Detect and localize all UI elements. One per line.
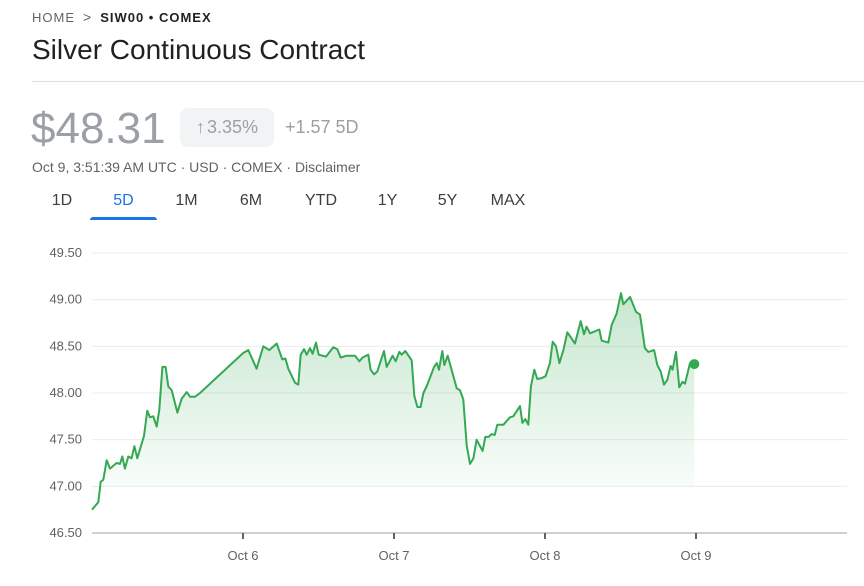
x-tick-label: Oct 8	[529, 548, 560, 563]
tab-5y[interactable]: 5Y	[437, 192, 458, 209]
x-tick-label: Oct 7	[378, 548, 409, 563]
breadcrumb-current: SIW00 • COMEX	[100, 9, 212, 25]
page-title: Silver Continuous Contract	[32, 34, 366, 65]
y-tick-label: 48.50	[49, 338, 82, 353]
last-price-marker	[689, 359, 700, 370]
range-tabs: 1D 5D 1M 6M YTD 1Y 5Y MAX	[32, 192, 538, 220]
y-tick-label: 46.50	[49, 525, 82, 540]
price-line	[91, 292, 695, 511]
tab-1y[interactable]: 1Y	[377, 192, 398, 209]
divider	[32, 81, 864, 82]
tab-5d[interactable]: 5D	[90, 192, 157, 220]
x-tick-label: Oct 6	[227, 548, 258, 563]
y-tick-label: 47.50	[49, 432, 82, 447]
quote-subline: Oct 9, 3:51:39 AM UTC · USD · COMEX · Di…	[32, 159, 361, 175]
y-tick-label: 49.50	[49, 245, 82, 260]
price-chart[interactable]: 46.50 47.00 47.50 48.00 48.50 49.00 49.50 Oct 6…	[0, 230, 864, 586]
breadcrumb: HOME > SIW00 • COMEX	[32, 9, 212, 25]
y-tick-label: 48.00	[49, 385, 82, 400]
current-price: $48.31	[31, 104, 166, 153]
y-tick-label: 49.00	[49, 292, 82, 307]
tab-1d[interactable]: 1D	[51, 192, 73, 209]
change-percent-badge: ↑ 3.35%	[180, 108, 274, 147]
chevron-right-icon: >	[83, 9, 93, 25]
tab-1m[interactable]: 1M	[175, 192, 198, 209]
tab-6m[interactable]: 6M	[239, 192, 263, 209]
arrow-up-icon: ↑	[195, 117, 205, 137]
breadcrumb-home-link[interactable]: HOME	[32, 9, 75, 25]
tab-ytd[interactable]: YTD	[305, 192, 337, 209]
change-absolute: +1.57 5D	[285, 117, 359, 137]
area-fill	[92, 293, 695, 510]
change-percent: 3.35%	[206, 117, 259, 137]
tab-max[interactable]: MAX	[490, 192, 526, 209]
y-tick-label: 47.00	[49, 478, 82, 493]
x-tick-label: Oct 9	[680, 548, 711, 563]
